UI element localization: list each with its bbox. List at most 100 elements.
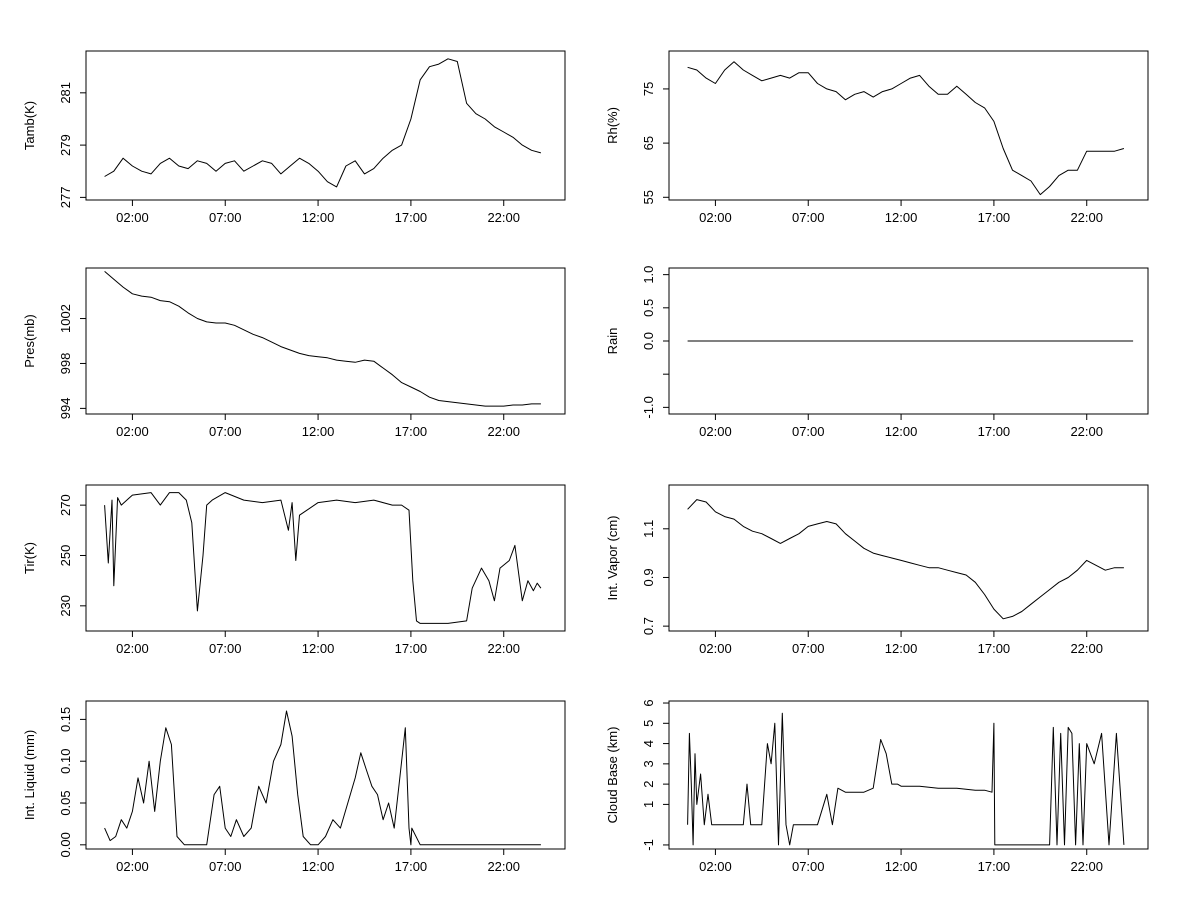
x-tick-label: 17:00 xyxy=(978,210,1011,225)
y-tick-label: 4 xyxy=(641,740,656,747)
y-tick-label: 1.0 xyxy=(641,266,656,284)
panel-tir: 02:00 07:00 12:00 17:00 22:00 230 250 270 Tir(K) xyxy=(22,484,566,656)
y-tick-label: 5 xyxy=(641,720,656,727)
x-tick-label: 22:00 xyxy=(487,210,520,225)
y-axis-title: Rain xyxy=(605,328,620,355)
x-tick-label: 07:00 xyxy=(792,859,825,874)
y-axis-title: Int. Vapor (cm) xyxy=(605,515,620,600)
y-tick-label: -1 xyxy=(641,839,656,851)
y-tick-label: 0.0 xyxy=(641,332,656,350)
panel-tamb: 02:00 07:00 12:00 17:00 22:00 277 279 281 Tamb(K… xyxy=(22,50,566,225)
x-tick-label: 02:00 xyxy=(699,210,732,225)
y-axis-title: Tamb(K) xyxy=(22,101,37,150)
y-axis-title: Rh(%) xyxy=(605,107,620,144)
y-tick-label: 998 xyxy=(58,353,73,375)
y-tick-label: 0.15 xyxy=(58,707,73,732)
y-tick-label: 55 xyxy=(641,190,656,204)
series-line-vapor xyxy=(687,499,1124,620)
plot-frame xyxy=(668,700,1149,850)
x-tick-label: 22:00 xyxy=(487,641,520,656)
x-tick-label: 12:00 xyxy=(302,210,335,225)
panel-liquid: 02:00 07:00 12:00 17:00 22:00 0.00 0.05 0.10 0.1… xyxy=(22,700,566,874)
x-tick-label: 07:00 xyxy=(792,210,825,225)
y-tick-label: 3 xyxy=(641,760,656,767)
series-line-tir xyxy=(104,492,542,624)
x-tick-label: 02:00 xyxy=(699,641,732,656)
panel-cloudbase: 02:00 07:00 12:00 17:00 22:00 -1 1 2 3 4 5 6 Cloud B… xyxy=(605,699,1149,874)
x-tick-label: 17:00 xyxy=(395,859,428,874)
panel-rain: 02:00 07:00 12:00 17:00 22:00 -1.0 0.0 0.5 1.0 Ra… xyxy=(605,266,1149,439)
panel-pres: 02:00 07:00 12:00 17:00 22:00 994 998 1002 Pres(… xyxy=(22,267,566,439)
x-tick-label: 17:00 xyxy=(978,859,1011,874)
x-tick-label: 07:00 xyxy=(792,641,825,656)
y-tick-label: 65 xyxy=(641,136,656,150)
y-tick-label: 1002 xyxy=(58,304,73,333)
x-tick-label: 07:00 xyxy=(209,424,242,439)
x-tick-label: 07:00 xyxy=(209,859,242,874)
x-tick-label: 22:00 xyxy=(487,859,520,874)
y-tick-label: 270 xyxy=(58,494,73,516)
x-tick-label: 07:00 xyxy=(792,424,825,439)
x-tick-label: 22:00 xyxy=(487,424,520,439)
x-tick-label: 02:00 xyxy=(116,859,149,874)
y-tick-label: 0.05 xyxy=(58,790,73,815)
x-tick-label: 12:00 xyxy=(302,859,335,874)
x-tick-label: 12:00 xyxy=(885,859,918,874)
x-tick-label: 07:00 xyxy=(209,641,242,656)
x-tick-label: 17:00 xyxy=(978,641,1011,656)
y-tick-label: 230 xyxy=(58,595,73,617)
x-tick-label: 17:00 xyxy=(395,424,428,439)
panel-vapor: 02:00 07:00 12:00 17:00 22:00 0.7 0.9 1.1 Int. V… xyxy=(605,484,1149,656)
y-tick-label: 1.1 xyxy=(641,520,656,538)
x-tick-label: 22:00 xyxy=(1070,210,1103,225)
x-tick-label: 22:00 xyxy=(1070,424,1103,439)
y-tick-label: 0.7 xyxy=(641,617,656,635)
y-axis-title: Cloud Base (km) xyxy=(605,727,620,824)
series-line-liquid xyxy=(104,710,541,846)
y-axis-title: Int. Liquid (mm) xyxy=(22,730,37,820)
y-tick-label: 6 xyxy=(641,699,656,706)
series-line-cloudbase xyxy=(687,712,1125,846)
y-tick-label: 277 xyxy=(58,187,73,209)
x-tick-label: 12:00 xyxy=(302,424,335,439)
y-tick-label: 250 xyxy=(58,545,73,567)
x-tick-label: 22:00 xyxy=(1070,641,1103,656)
x-tick-label: 02:00 xyxy=(116,210,149,225)
series-line-pres xyxy=(104,271,541,407)
panel-rh: 02:00 07:00 12:00 17:00 22:00 55 65 75 Rh(%) xyxy=(605,50,1149,225)
x-tick-label: 12:00 xyxy=(885,210,918,225)
y-tick-label: 0.9 xyxy=(641,568,656,586)
y-tick-label: 0.10 xyxy=(58,749,73,774)
x-tick-label: 17:00 xyxy=(395,210,428,225)
y-tick-label: 2 xyxy=(641,781,656,788)
plot-frame xyxy=(85,484,566,632)
plot-frame xyxy=(85,700,566,850)
x-tick-label: 12:00 xyxy=(885,641,918,656)
x-tick-label: 07:00 xyxy=(209,210,242,225)
plot-frame xyxy=(85,267,566,415)
y-tick-label: -1.0 xyxy=(641,396,656,418)
x-tick-label: 12:00 xyxy=(302,641,335,656)
y-tick-label: 994 xyxy=(58,398,73,420)
x-tick-label: 22:00 xyxy=(1070,859,1103,874)
x-tick-label: 02:00 xyxy=(116,641,149,656)
y-axis-title: Pres(mb) xyxy=(22,314,37,367)
plot-frame xyxy=(85,50,566,201)
x-tick-label: 02:00 xyxy=(699,859,732,874)
x-tick-label: 02:00 xyxy=(116,424,149,439)
x-tick-label: 12:00 xyxy=(885,424,918,439)
series-line-rh xyxy=(687,61,1125,196)
x-tick-label: 02:00 xyxy=(699,424,732,439)
y-tick-label: 0.5 xyxy=(641,299,656,317)
y-tick-label: 281 xyxy=(58,82,73,104)
x-tick-label: 17:00 xyxy=(978,424,1011,439)
y-tick-label: 1 xyxy=(641,801,656,808)
y-tick-label: 75 xyxy=(641,82,656,96)
plot-frame xyxy=(668,484,1149,632)
y-tick-label: 0.00 xyxy=(58,832,73,857)
y-axis-title: Tir(K) xyxy=(22,542,37,574)
series-line-tamb xyxy=(104,58,542,188)
plot-frame xyxy=(668,50,1149,201)
x-tick-label: 17:00 xyxy=(395,641,428,656)
